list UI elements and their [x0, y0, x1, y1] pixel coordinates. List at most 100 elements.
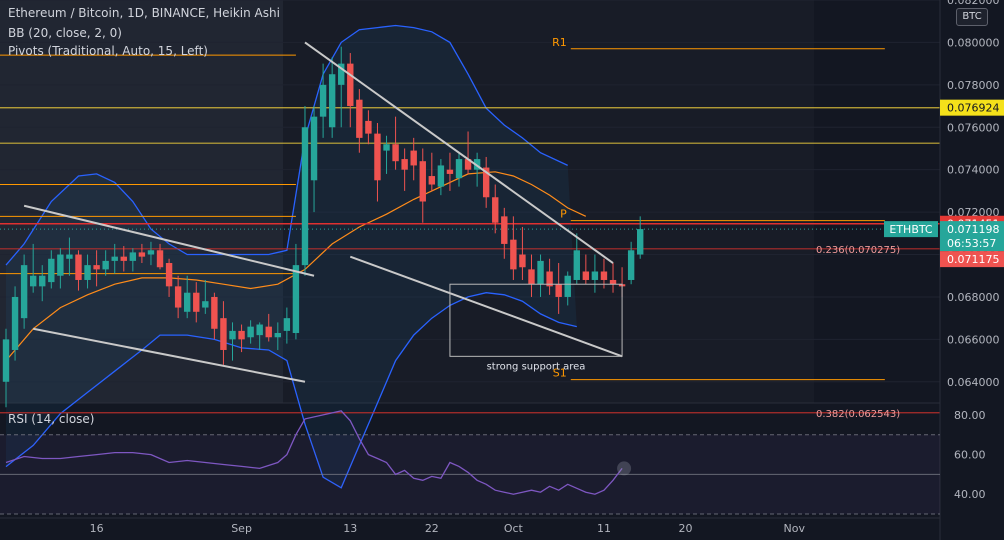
time-tick-label: 16 — [90, 522, 104, 535]
candle-body — [292, 265, 300, 334]
candle-body — [455, 159, 463, 179]
price-tick-label: 0.068000 — [947, 291, 1000, 304]
candle-body — [93, 265, 100, 270]
candle-body — [464, 159, 472, 170]
rsi-last-marker — [617, 461, 632, 476]
symbol-tag: ETHBTC — [889, 223, 933, 236]
candle-body — [347, 63, 354, 107]
price-label-countdown: 06:53:57 — [947, 237, 996, 250]
candle-body — [129, 252, 137, 261]
candle-body — [84, 265, 91, 280]
candle-body — [66, 254, 73, 259]
candle-body — [238, 330, 245, 340]
candle-body — [609, 279, 617, 285]
time-tick-label: Nov — [783, 522, 805, 535]
trendline — [23, 204, 315, 277]
price-tick-label: 0.074000 — [947, 164, 1000, 177]
candle-body — [111, 256, 118, 261]
candle-body — [265, 326, 272, 338]
rsi-pane: 40.00 60.00 80.00 — [0, 409, 986, 515]
candle-body — [383, 144, 390, 151]
candle-body — [410, 150, 417, 166]
candle-body — [419, 161, 426, 202]
fib-level-label: 0.382(0.062543) — [816, 409, 900, 420]
candle-body — [138, 252, 146, 257]
bb-basis-line — [5, 171, 587, 361]
candle-body — [274, 333, 281, 338]
candle-body — [437, 165, 445, 187]
candle-body — [392, 144, 399, 162]
price-label-resistance: 0.076924 — [947, 102, 1000, 115]
indicator-bb-label[interactable]: BB (20, close, 2, 0) — [8, 26, 122, 40]
fib-level-label: 0.236(0.070275) — [816, 245, 900, 256]
price-tick-label: 0.080000 — [947, 36, 1000, 49]
price-tick-label: 0.078000 — [947, 79, 1000, 92]
price-label-current-bg — [940, 221, 1004, 252]
currency-button[interactable]: BTC — [956, 8, 988, 26]
pivot-levels: R2R1PS1R1PS1 — [0, 36, 885, 381]
candle-body — [220, 318, 227, 350]
candle-body — [401, 159, 408, 170]
candle-body — [102, 260, 109, 270]
candle-body — [428, 176, 436, 185]
indicator-pivots-label[interactable]: Pivots (Traditional, Auto, 15, Left) — [8, 44, 208, 58]
candle-body — [637, 229, 644, 255]
rsi-label[interactable]: RSI (14, close) — [8, 412, 95, 426]
candle-body — [328, 74, 336, 128]
trendline — [304, 41, 614, 264]
horizontal-levels: 0.236(0.070275) 0.382(0.062543) — [0, 107, 940, 420]
candle-body — [247, 326, 254, 338]
price-label-low: 0.071175 — [947, 253, 1000, 266]
bb-lower-line — [5, 292, 577, 489]
candle-body — [20, 265, 28, 319]
candle-body — [301, 127, 309, 266]
support-box — [449, 283, 623, 357]
candle-body — [283, 318, 291, 331]
time-tick-label: 11 — [597, 522, 611, 535]
price-axis-background — [940, 0, 1004, 540]
bb-fill — [6, 25, 577, 488]
rsi-tick-label: 40.00 — [954, 488, 986, 501]
candle-body — [48, 258, 55, 283]
rsi-tick-label: 80.00 — [954, 409, 986, 422]
price-tick-label: 0.076000 — [947, 121, 1000, 134]
support-box-label: strong support area — [487, 361, 586, 372]
candle-body — [338, 63, 345, 85]
candle-body — [528, 269, 535, 285]
time-tick-label: 20 — [679, 522, 693, 535]
time-tick-label: Oct — [504, 522, 524, 535]
candle-body — [202, 301, 209, 308]
candle-body — [211, 296, 218, 329]
candle-body — [573, 250, 580, 280]
time-tick-label: Sep — [231, 522, 252, 535]
price-label-current: 0.071198 — [947, 223, 1000, 236]
time-tick-label: 22 — [425, 522, 439, 535]
candle-body — [627, 250, 635, 280]
price-labels: 0.0769240.0714510.07119806:53:57ETHBTC0.… — [884, 99, 1004, 268]
candle-body — [582, 271, 590, 280]
trendlines — [23, 41, 623, 383]
candle-body — [75, 254, 82, 280]
candle-body — [501, 216, 508, 244]
candle-body — [2, 339, 10, 382]
candle-body — [374, 133, 381, 181]
pivot-label: P — [560, 208, 567, 221]
candle-body — [600, 271, 608, 280]
chart-title: Ethereum / Bitcoin, 1D, BINANCE, Heikin … — [8, 6, 280, 20]
price-axis: 0.0640000.0660000.0680000.0700000.072000… — [939, 0, 1004, 540]
symbol-tag-bg — [884, 221, 938, 238]
candle-body — [319, 84, 327, 117]
rsi-tick-label: 60.00 — [954, 449, 986, 462]
time-tick-label: 13 — [343, 522, 357, 535]
candle-body — [555, 284, 562, 297]
candle-body — [510, 239, 517, 270]
candle-body — [473, 159, 481, 170]
candle-body — [446, 169, 454, 174]
pivot-label: S1 — [553, 367, 567, 380]
annotations: strong support area — [449, 283, 623, 372]
price-tick-label: 0.066000 — [947, 333, 1000, 346]
candle-body — [591, 271, 599, 280]
time-axis: 16 Sep 13 22 Oct 11 20 Nov — [90, 522, 806, 535]
candle-body — [120, 256, 127, 261]
